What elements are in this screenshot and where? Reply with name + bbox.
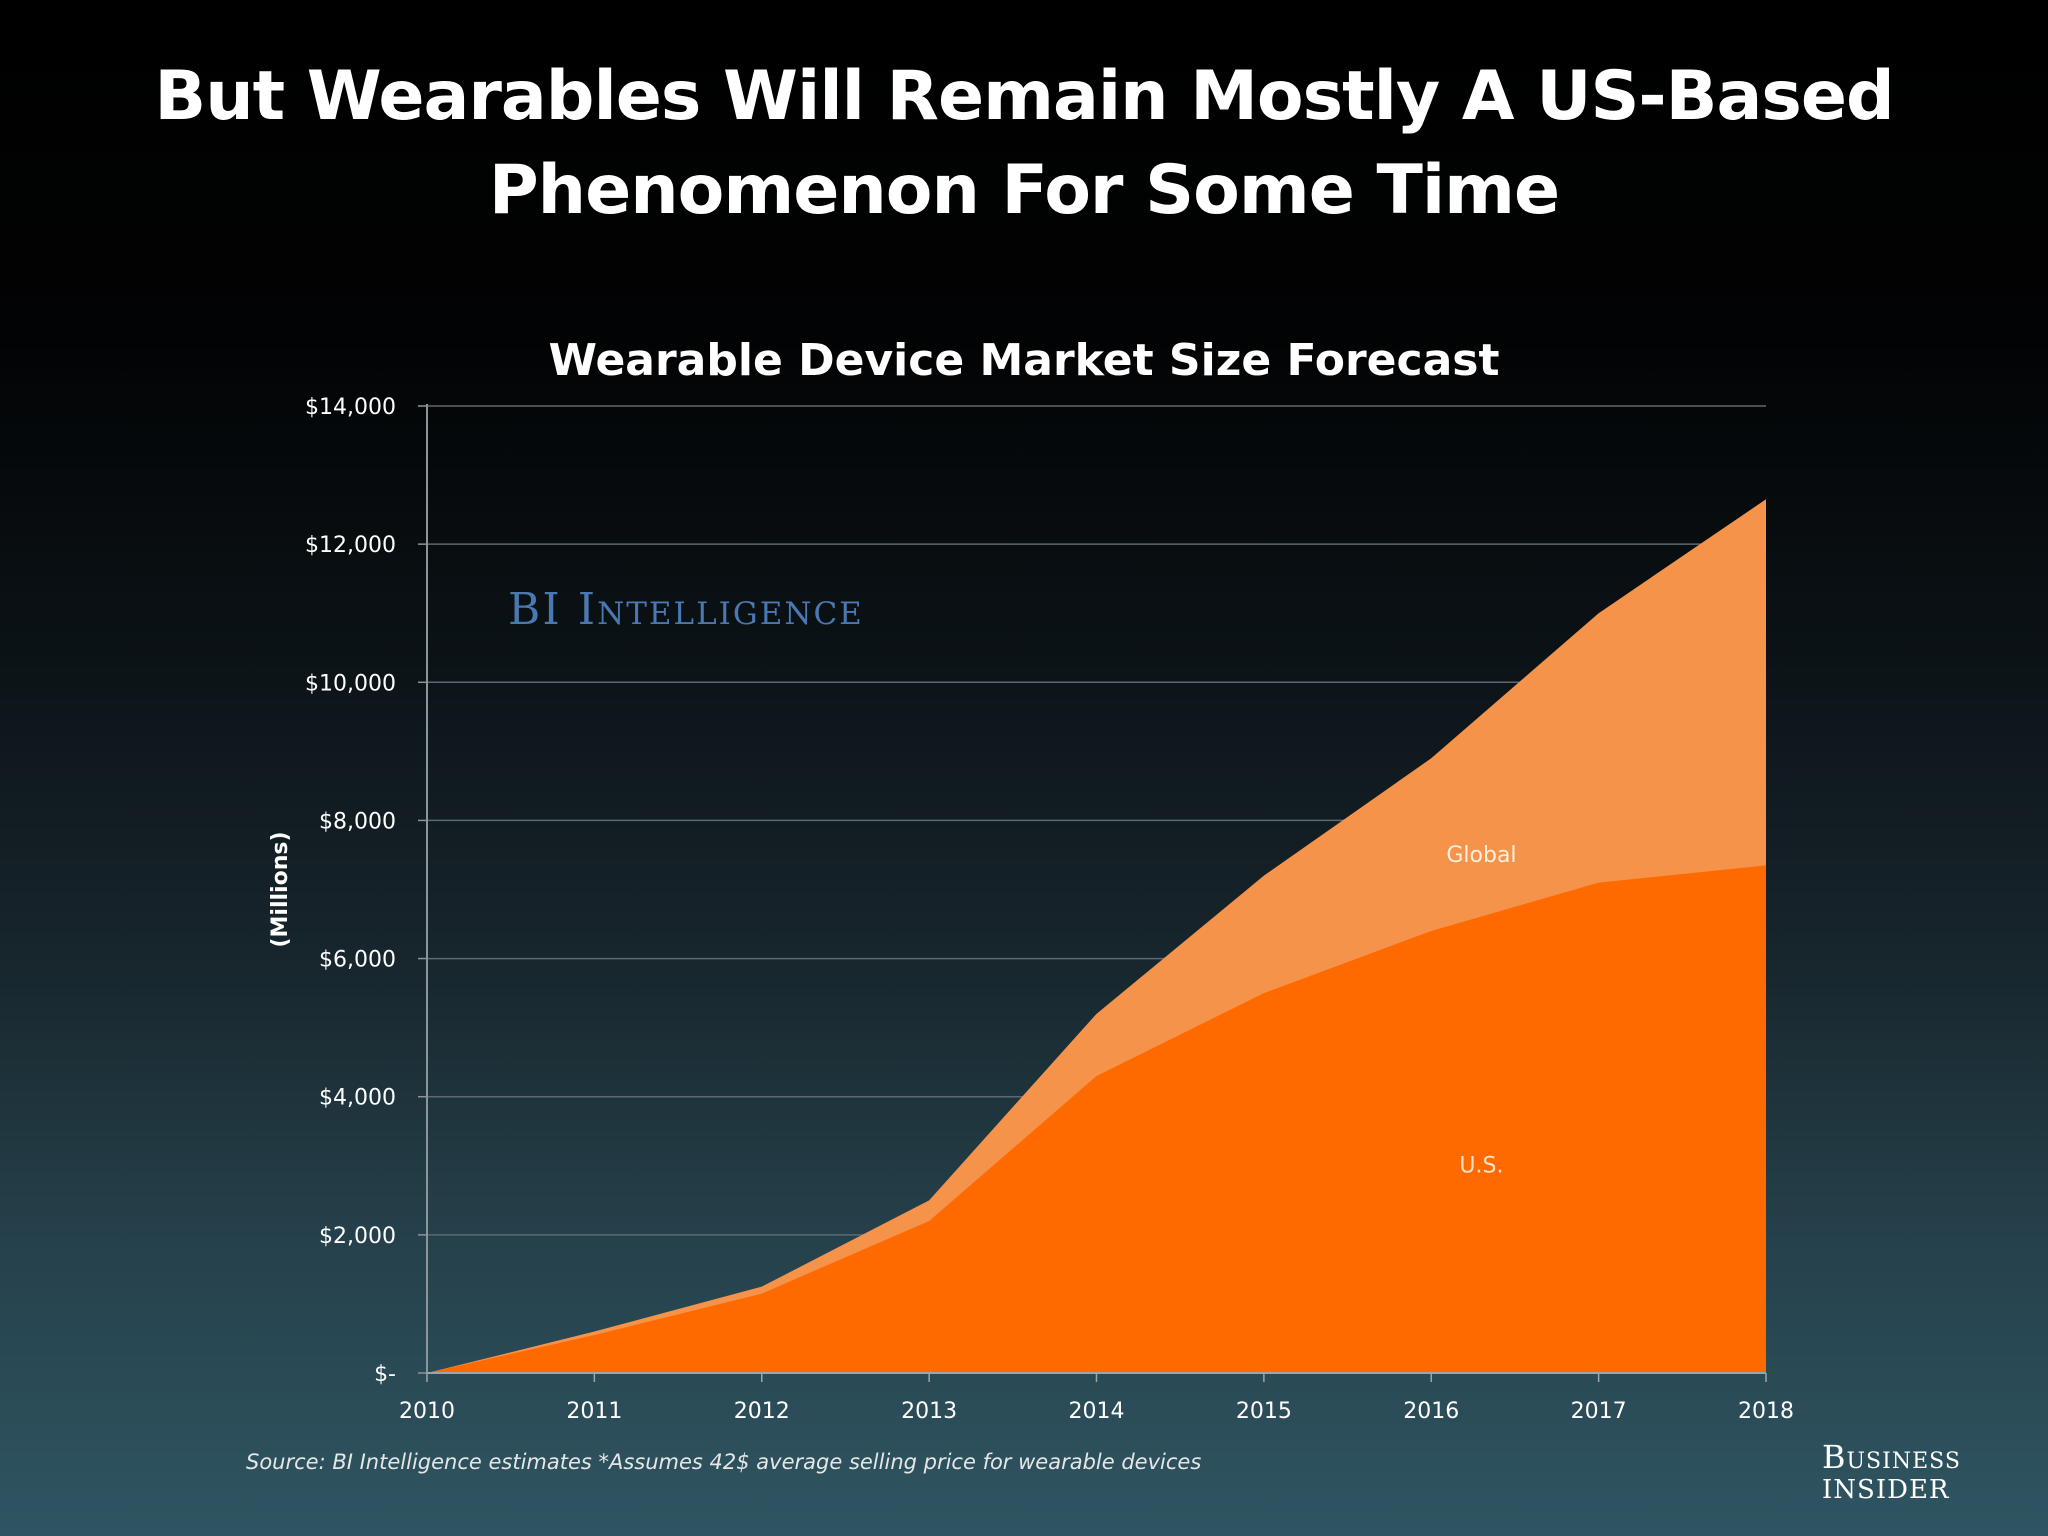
x-tick-label: 2013 xyxy=(901,1399,957,1424)
y-tick-label: $10,000 xyxy=(305,671,396,696)
area-u-s xyxy=(427,865,1766,1373)
series-label-global: Global xyxy=(1446,843,1516,868)
bi-intelligence-watermark: BI Intelligence xyxy=(508,584,864,635)
source-note: Source: BI Intelligence estimates *Assum… xyxy=(246,1450,1202,1474)
x-tick-label: 2015 xyxy=(1236,1399,1292,1424)
slide-title: But Wearables Will Remain Mostly A US-Ba… xyxy=(124,50,1924,238)
x-tick-label: 2018 xyxy=(1738,1399,1794,1424)
y-tick-label: $6,000 xyxy=(319,948,396,973)
y-tick-label: $12,000 xyxy=(305,533,396,558)
chart-title: Wearable Device Market Size Forecast xyxy=(548,335,1499,386)
y-axis-label: (Millions) xyxy=(268,831,293,947)
logo-line-2: Insider xyxy=(1822,1475,1950,1505)
slide-title-line-2: Phenomenon For Some Time xyxy=(488,151,1560,230)
x-tick-label: 2016 xyxy=(1403,1399,1459,1424)
x-tick-label: 2011 xyxy=(566,1399,622,1424)
y-tick-label: $14,000 xyxy=(305,395,396,420)
y-tick-label: $8,000 xyxy=(319,809,396,834)
logo-line-1: Business xyxy=(1822,1438,1961,1476)
x-tick-label: 2012 xyxy=(734,1399,790,1424)
y-tick-label: $- xyxy=(374,1362,396,1387)
x-tick-label: 2010 xyxy=(399,1399,455,1424)
x-tick-label: 2017 xyxy=(1571,1399,1627,1424)
business-insider-logo: Business Insider xyxy=(1822,1441,2012,1507)
y-tick-label: $2,000 xyxy=(319,1224,396,1249)
series-label-u-s: U.S. xyxy=(1459,1154,1503,1179)
y-tick-label: $4,000 xyxy=(319,1086,396,1111)
x-tick-label: 2014 xyxy=(1069,1399,1125,1424)
slide-title-line-1: But Wearables Will Remain Mostly A US-Ba… xyxy=(154,57,1894,136)
